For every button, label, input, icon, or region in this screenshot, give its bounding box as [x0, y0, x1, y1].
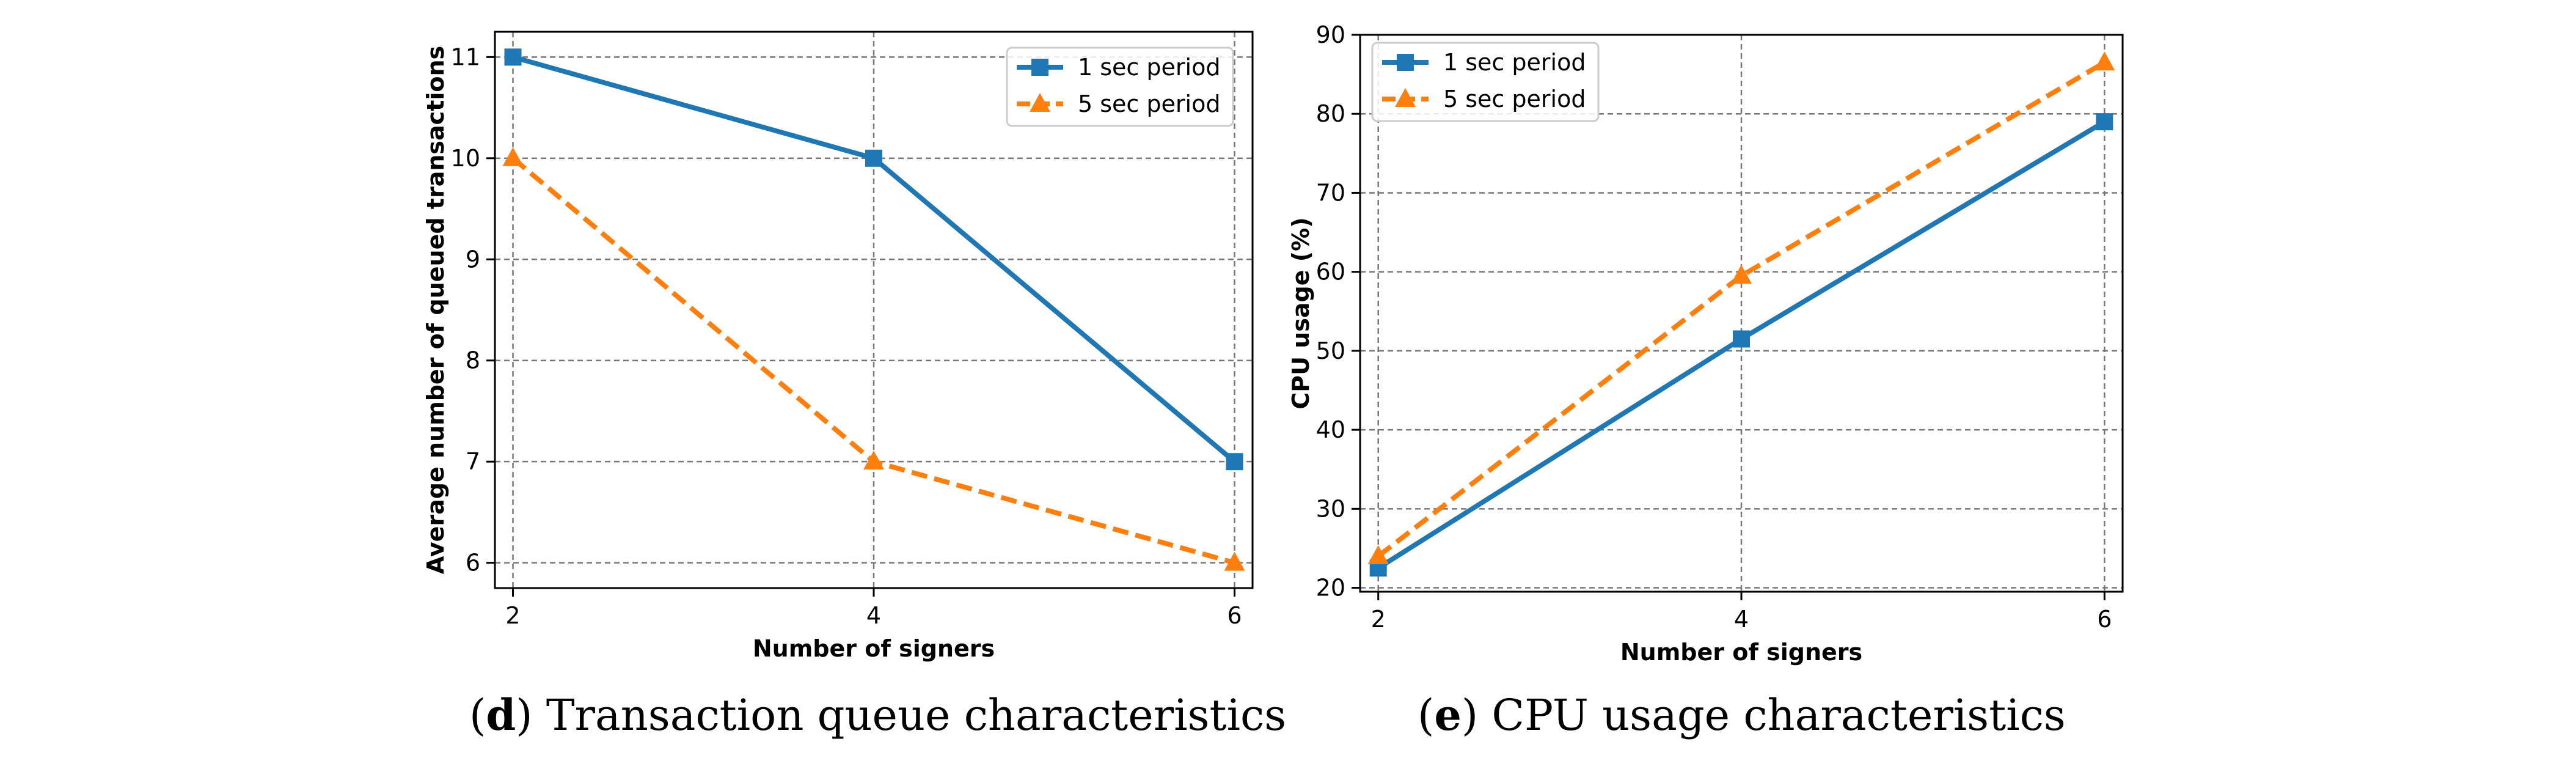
caption-d-close: )	[516, 690, 533, 740]
chart-e-legend-5-sec-period-marker	[1395, 88, 1416, 107]
chart-d-ytick-label-11: 11	[451, 43, 480, 70]
chart-e-series-1-sec-period-point-4	[1733, 330, 1750, 348]
chart-e-y-axis-label: CPU usage (%)	[1287, 217, 1314, 409]
chart-d-ytick-label-8: 8	[466, 347, 480, 374]
chart-e-series-1-sec-period-point-6	[2096, 113, 2113, 131]
chart-d-xtick-label-6: 6	[1227, 602, 1242, 629]
chart-d-series-1-sec-period-point-4	[865, 149, 882, 167]
chart-d-legend-5-sec-period-marker	[1030, 93, 1050, 112]
chart-e-series-5-sec-period-point-6	[2094, 51, 2115, 71]
chart-d-plot-frame	[494, 31, 1254, 589]
chart-d-legend-5-sec-period-label: 5 sec period	[1078, 90, 1220, 117]
chart-e-series-5-sec-period-point-2	[1367, 545, 1389, 564]
chart-e-ytick-label-20: 20	[1316, 575, 1345, 602]
caption-e: (e) CPU usage characteristics	[1418, 690, 2066, 740]
caption-e-open: (	[1418, 690, 1435, 740]
caption-d-letter: d	[486, 690, 516, 740]
caption-e-text: CPU usage characteristics	[1478, 690, 2066, 740]
chart-d-legend-1-sec-period-label: 1 sec period	[1078, 54, 1220, 81]
chart-d-ytick-label-9: 9	[466, 246, 480, 273]
chart-e: 2 4 6 20 30 40 50 60 70 80 90 Number of signers CPU …	[1287, 21, 2124, 666]
chart-e-x-axis-label: Number of signers	[1620, 639, 1862, 666]
chart-d-series-5-sec-period-point-4	[863, 451, 884, 470]
caption-e-close: )	[1461, 690, 1479, 740]
chart-e-legend-box	[1371, 42, 1600, 122]
caption-e-letter: e	[1434, 690, 1462, 740]
chart-e-ytick-label-60: 60	[1316, 259, 1345, 285]
chart-d-legend: 1 sec period 5 sec period	[1006, 46, 1234, 127]
caption-d: (d) Transaction queue characteristics	[469, 690, 1286, 740]
chart-e-ytick-label-90: 90	[1316, 21, 1345, 48]
chart-e-xtick-label-6: 6	[2097, 606, 2112, 633]
chart-d-ytick-label-7: 7	[466, 448, 480, 475]
chart-d-ytick-label-6: 6	[466, 550, 480, 576]
chart-e-ytick-label-50: 50	[1316, 337, 1345, 364]
chart-e-xtick-label-2: 2	[1371, 606, 1386, 633]
chart-d-series-1-sec-period-point-6	[1226, 453, 1243, 471]
chart-e-ytick-label-80: 80	[1316, 100, 1345, 127]
chart-d: 2 4 6 6 7 8 9 10 11 Number of signers Average numb…	[422, 31, 1254, 662]
chart-d-legend-1-sec-period-marker	[1031, 59, 1048, 76]
chart-e-ytick-label-30: 30	[1316, 495, 1345, 522]
chart-d-series-1-sec-period-point-2	[504, 48, 522, 66]
chart-e-legend-1-sec-period-marker	[1397, 54, 1414, 71]
chart-e-ytick-label-70: 70	[1316, 179, 1345, 206]
chart-d-y-axis-label: Average number of queued transactions	[422, 46, 449, 574]
chart-e-series-5-sec-period-point-4	[1731, 265, 1752, 284]
chart-e-plot-frame	[1359, 34, 2124, 593]
chart-d-series-5-sec-period-point-6	[1224, 551, 1245, 571]
chart-e-series-5-sec-period-line	[1377, 60, 2106, 559]
chart-e-legend-1-sec-period-label: 1 sec period	[1443, 49, 1586, 76]
chart-d-ytick-label-10: 10	[451, 145, 480, 172]
chart-e-legend-5-sec-period-label: 5 sec period	[1443, 86, 1586, 112]
chart-e-legend: 1 sec period 5 sec period	[1371, 42, 1600, 122]
caption-d-text: Transaction queue characteristics	[532, 690, 1287, 740]
caption-d-open: (	[469, 690, 486, 740]
chart-e-ytick-label-40: 40	[1316, 416, 1345, 443]
chart-d-x-axis-label: Number of signers	[753, 635, 995, 662]
chart-d-xtick-label-4: 4	[866, 602, 881, 629]
chart-d-legend-box	[1006, 46, 1234, 127]
chart-d-series-5-sec-period-point-2	[502, 147, 524, 166]
chart-e-xtick-label-4: 4	[1734, 606, 1749, 633]
chart-d-xtick-label-2: 2	[505, 602, 520, 629]
